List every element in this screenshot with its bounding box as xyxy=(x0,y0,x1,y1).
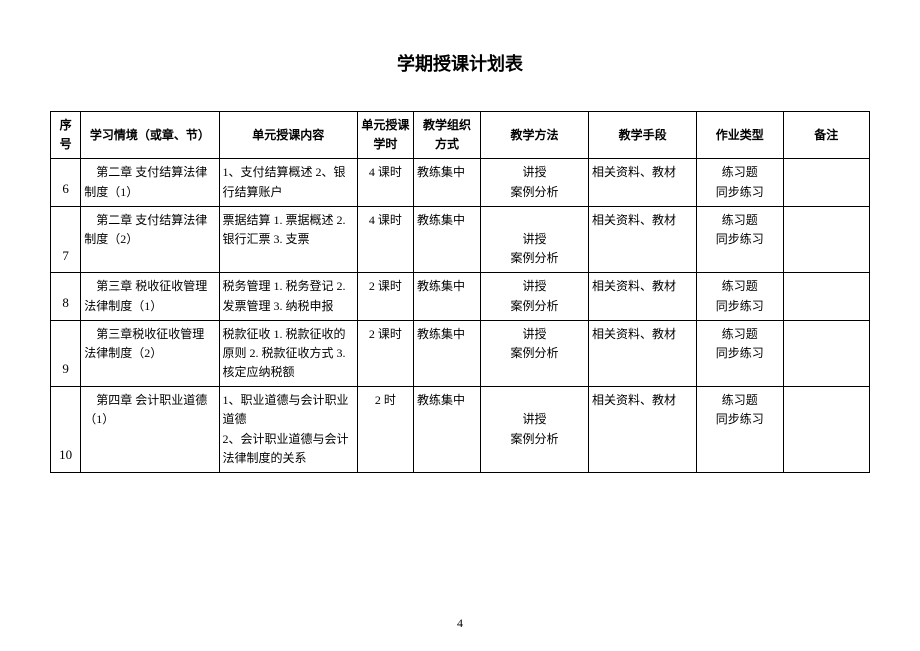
cell-means: 相关资料、教材 xyxy=(589,320,697,387)
cell-remark xyxy=(783,320,869,387)
cell-context: 第二章 支付结算法律制度（2） xyxy=(81,206,219,273)
header-org: 教学组织方式 xyxy=(414,112,481,159)
cell-context: 第四章 会计职业道德（1） xyxy=(81,387,219,473)
header-method: 教学方法 xyxy=(481,112,589,159)
cell-seq: 8 xyxy=(51,273,81,320)
cell-hours: 2 时 xyxy=(357,387,413,473)
cell-hours: 4 课时 xyxy=(357,159,413,206)
cell-method: 讲授案例分析 xyxy=(481,206,589,273)
header-homework: 作业类型 xyxy=(697,112,783,159)
cell-homework: 练习题同步练习 xyxy=(697,206,783,273)
table-row: 6第二章 支付结算法律制度（1）1、支付结算概述 2、银行结算账户4 课时教练集… xyxy=(51,159,870,206)
table-body: 6第二章 支付结算法律制度（1）1、支付结算概述 2、银行结算账户4 课时教练集… xyxy=(51,159,870,473)
cell-content: 税务管理 1. 税务登记 2. 发票管理 3. 纳税申报 xyxy=(219,273,357,320)
cell-content: 1、支付结算概述 2、银行结算账户 xyxy=(219,159,357,206)
cell-context: 第三章税收征收管理法律制度（2） xyxy=(81,320,219,387)
header-content: 单元授课内容 xyxy=(219,112,357,159)
cell-means: 相关资料、教材 xyxy=(589,387,697,473)
cell-means: 相关资料、教材 xyxy=(589,206,697,273)
cell-homework: 练习题同步练习 xyxy=(697,273,783,320)
cell-content: 票据结算 1. 票据概述 2. 银行汇票 3. 支票 xyxy=(219,206,357,273)
cell-seq: 10 xyxy=(51,387,81,473)
table-row: 10第四章 会计职业道德（1）1、职业道德与会计职业道德2、会计职业道德与会计法… xyxy=(51,387,870,473)
header-means: 教学手段 xyxy=(589,112,697,159)
cell-seq: 9 xyxy=(51,320,81,387)
cell-means: 相关资料、教材 xyxy=(589,273,697,320)
cell-remark xyxy=(783,273,869,320)
cell-content: 税款征收 1. 税款征收的原则 2. 税款征收方式 3. 核定应纳税额 xyxy=(219,320,357,387)
cell-method: 讲授案例分析 xyxy=(481,273,589,320)
table-row: 9第三章税收征收管理法律制度（2）税款征收 1. 税款征收的原则 2. 税款征收… xyxy=(51,320,870,387)
table-row: 8第三章 税收征收管理法律制度（1）税务管理 1. 税务登记 2. 发票管理 3… xyxy=(51,273,870,320)
cell-remark xyxy=(783,159,869,206)
cell-seq: 7 xyxy=(51,206,81,273)
cell-means: 相关资料、教材 xyxy=(589,159,697,206)
cell-org: 教练集中 xyxy=(414,206,481,273)
header-context: 学习情境（或章、节） xyxy=(81,112,219,159)
header-seq: 序号 xyxy=(51,112,81,159)
cell-context: 第二章 支付结算法律制度（1） xyxy=(81,159,219,206)
cell-org: 教练集中 xyxy=(414,159,481,206)
cell-hours: 2 课时 xyxy=(357,273,413,320)
cell-method: 讲授案例分析 xyxy=(481,387,589,473)
cell-org: 教练集中 xyxy=(414,387,481,473)
cell-homework: 练习题同步练习 xyxy=(697,159,783,206)
header-hours: 单元授课学时 xyxy=(357,112,413,159)
cell-method: 讲授案例分析 xyxy=(481,159,589,206)
header-remark: 备注 xyxy=(783,112,869,159)
cell-remark xyxy=(783,387,869,473)
cell-org: 教练集中 xyxy=(414,320,481,387)
cell-org: 教练集中 xyxy=(414,273,481,320)
cell-remark xyxy=(783,206,869,273)
page-number: 4 xyxy=(457,616,463,631)
cell-seq: 6 xyxy=(51,159,81,206)
cell-context: 第三章 税收征收管理法律制度（1） xyxy=(81,273,219,320)
cell-method: 讲授案例分析 xyxy=(481,320,589,387)
table-row: 7第二章 支付结算法律制度（2）票据结算 1. 票据概述 2. 银行汇票 3. … xyxy=(51,206,870,273)
cell-hours: 4 课时 xyxy=(357,206,413,273)
cell-homework: 练习题同步练习 xyxy=(697,387,783,473)
cell-homework: 练习题同步练习 xyxy=(697,320,783,387)
table-header-row: 序号 学习情境（或章、节） 单元授课内容 单元授课学时 教学组织方式 教学方法 … xyxy=(51,112,870,159)
document-title: 学期授课计划表 xyxy=(50,50,870,76)
cell-content: 1、职业道德与会计职业道德2、会计职业道德与会计法律制度的关系 xyxy=(219,387,357,473)
cell-hours: 2 课时 xyxy=(357,320,413,387)
course-plan-table: 序号 学习情境（或章、节） 单元授课内容 单元授课学时 教学组织方式 教学方法 … xyxy=(50,111,870,473)
